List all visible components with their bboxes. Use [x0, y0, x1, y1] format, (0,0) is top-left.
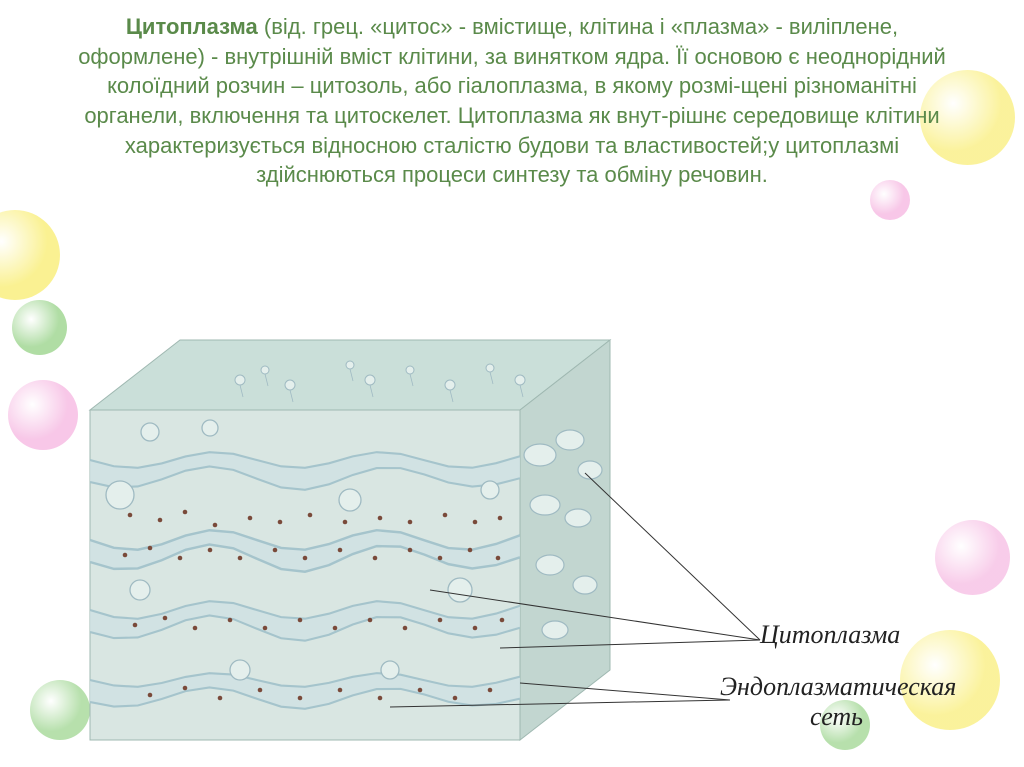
decorative-bubble [12, 300, 67, 355]
label-er-2: сеть [810, 702, 863, 732]
title-word: Цитоплазма [126, 14, 258, 39]
cytoplasm-diagram [90, 340, 630, 740]
decorative-bubble [935, 520, 1010, 595]
label-cytoplasm: Цитоплазма [760, 620, 900, 650]
definition-body: (від. грец. «цитос» - вмістище, клітина … [78, 14, 946, 187]
decorative-bubble [0, 210, 60, 300]
decorative-bubble [8, 380, 78, 450]
definition-paragraph: Цитоплазма (від. грец. «цитос» - вмістищ… [60, 12, 964, 190]
label-er-1: Эндоплазматическая [720, 672, 956, 702]
decorative-bubble [30, 680, 90, 740]
